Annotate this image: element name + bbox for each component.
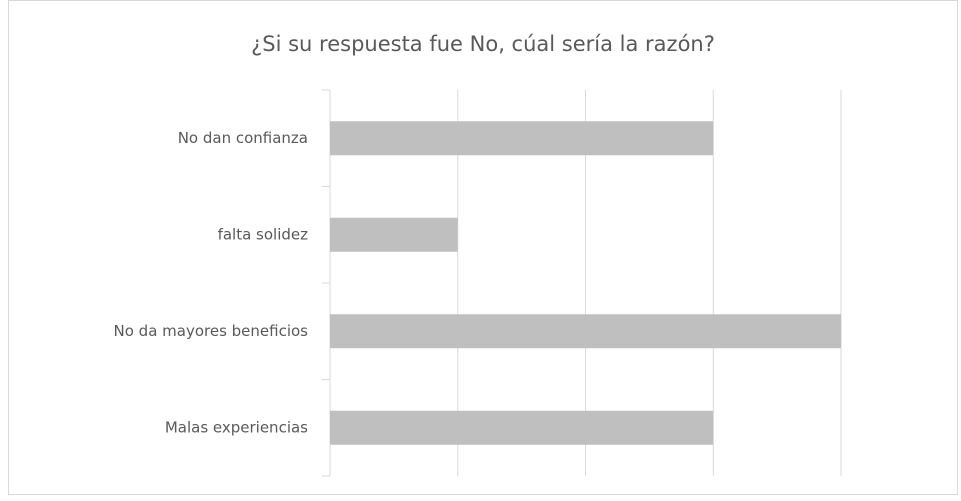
y-tick-label: Malas experiencias [165,418,308,436]
bar [330,314,841,349]
chart-title: ¿Si su respuesta fue No, cúal sería la r… [251,32,715,56]
bar [330,121,714,156]
bar [330,410,714,445]
y-tick-label: No dan confianza [178,129,308,147]
y-tick-label: falta solidez [218,225,309,243]
bar [330,217,458,252]
y-tick-label: No da mayores beneficios [114,322,309,340]
